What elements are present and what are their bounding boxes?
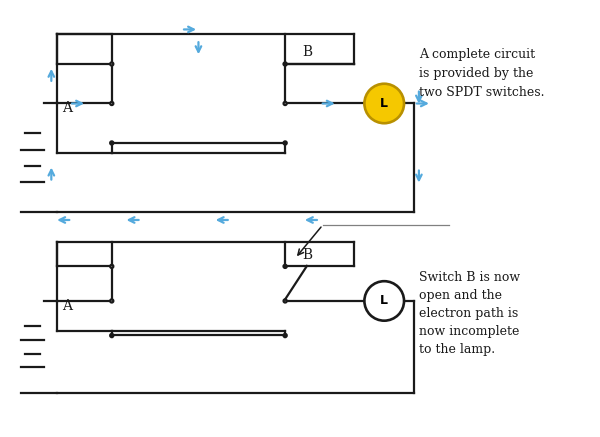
Text: B: B [302, 45, 312, 59]
Text: L: L [380, 97, 388, 110]
Text: A: A [62, 101, 72, 115]
Circle shape [364, 281, 404, 321]
Text: B: B [302, 247, 312, 261]
Text: Switch B is now
open and the
electron path is
now incomplete
to the lamp.: Switch B is now open and the electron pa… [419, 271, 520, 356]
Circle shape [364, 84, 404, 123]
Text: L: L [380, 295, 388, 308]
Text: A complete circuit
is provided by the
two SPDT switches.: A complete circuit is provided by the tw… [419, 49, 544, 99]
Text: A: A [62, 299, 72, 313]
